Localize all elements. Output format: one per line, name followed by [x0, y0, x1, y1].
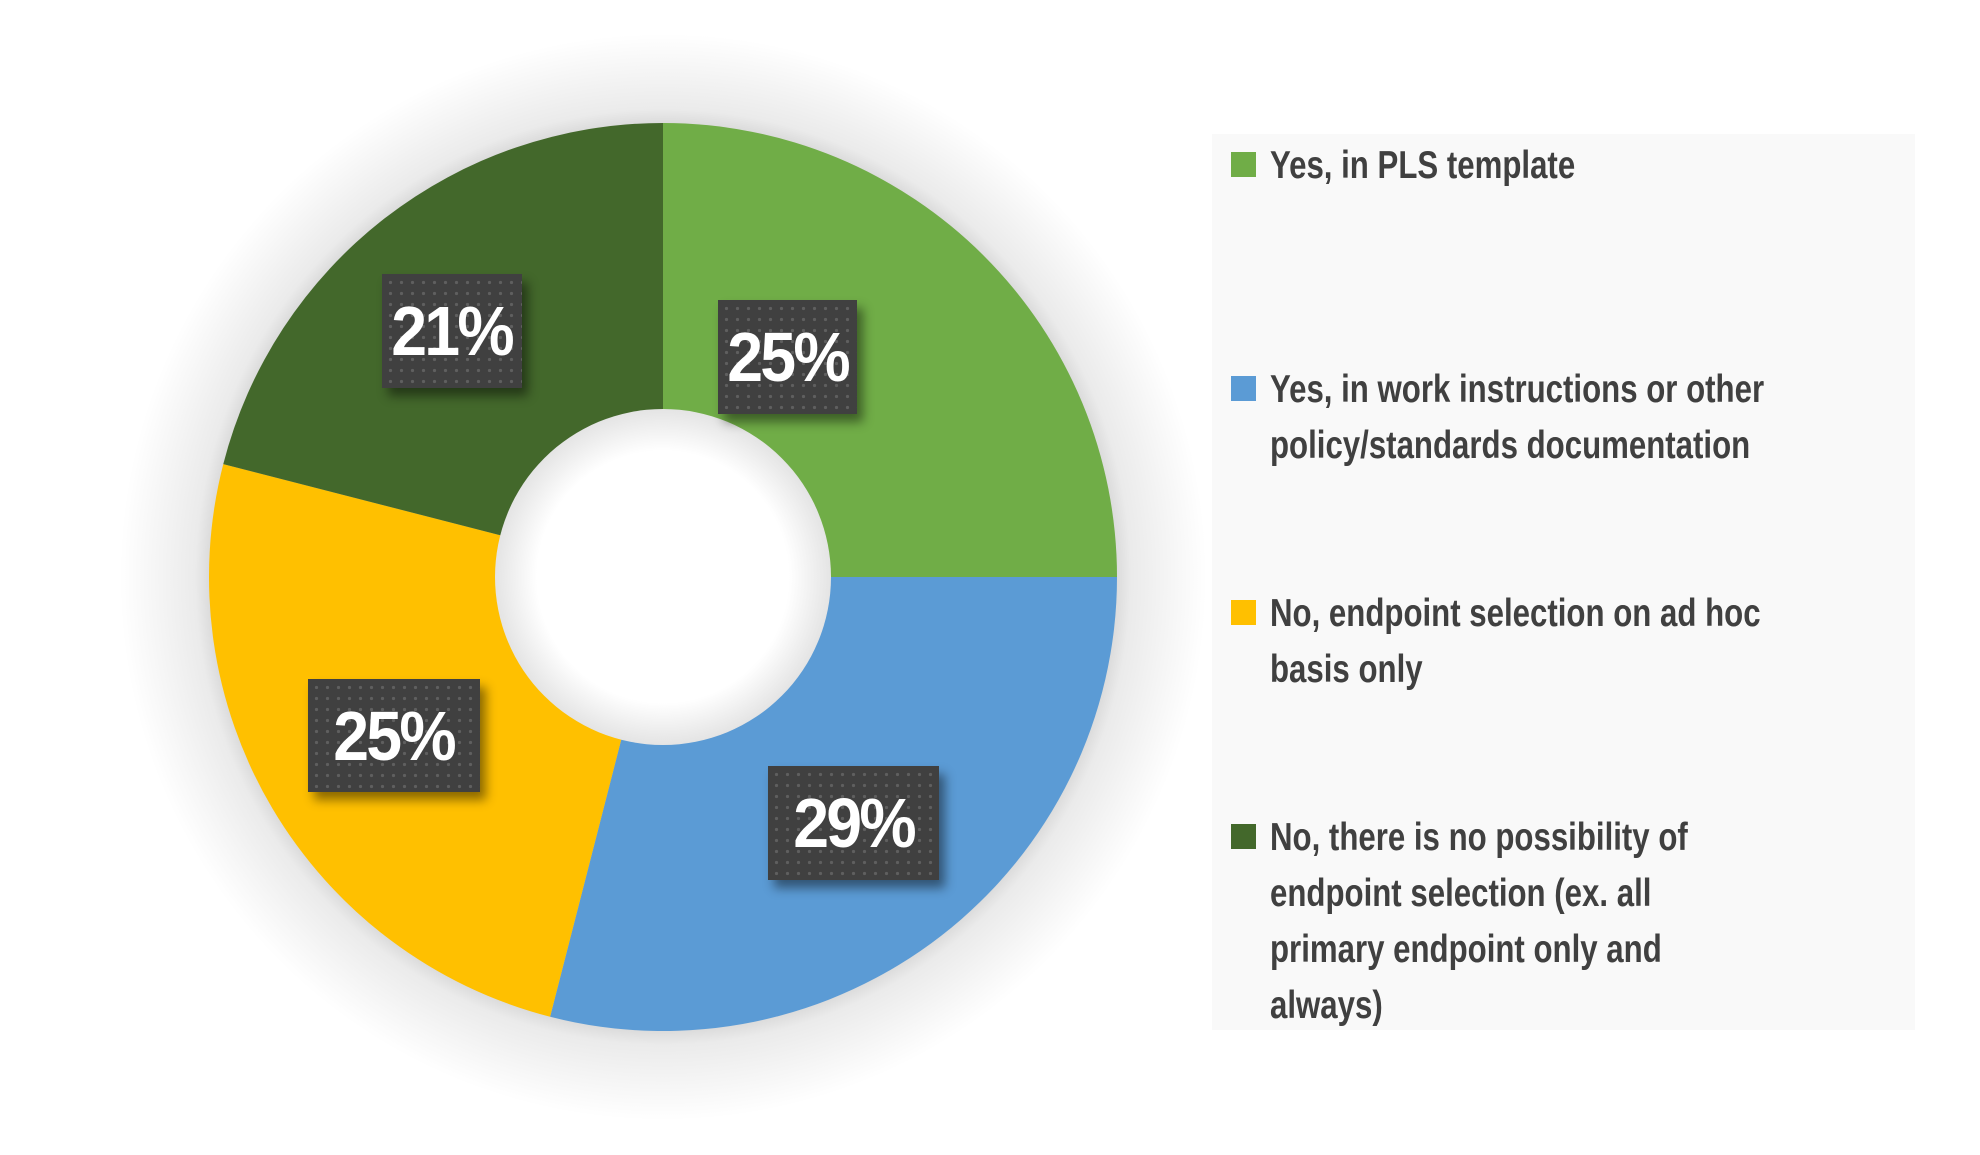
data-label-no-possibility: 21%: [382, 274, 522, 388]
legend-label-line: No, endpoint selection on ad hoc: [1270, 592, 1761, 635]
legend-label-line: policy/standards documentation: [1270, 424, 1751, 467]
legend-label-line: No, there is no possibility of: [1270, 816, 1688, 859]
legend-swatch-icon: [1231, 152, 1256, 177]
legend-label-line: Yes, in PLS template: [1270, 144, 1576, 187]
legend-label-line: primary endpoint only and: [1270, 928, 1662, 971]
data-label-no-ad-hoc: 25%: [308, 679, 480, 792]
legend-label: No, endpoint selection on ad hoc basis o…: [1270, 586, 1761, 698]
data-label-text: 29%: [793, 784, 916, 862]
chart-legend: Yes, in PLS template Yes, in work instru…: [1212, 134, 1915, 1030]
legend-swatch-icon: [1231, 824, 1256, 849]
legend-label: No, there is no possibility of endpoint …: [1270, 810, 1688, 1034]
donut-hole: [495, 409, 831, 745]
legend-label: Yes, in PLS template: [1270, 138, 1575, 194]
data-label-yes-work-instructions: 29%: [768, 766, 939, 880]
legend-label-line: endpoint selection (ex. all: [1270, 872, 1652, 915]
data-label-text: 25%: [727, 318, 850, 396]
legend-swatch-icon: [1231, 600, 1256, 625]
legend-label: Yes, in work instructions or other polic…: [1270, 362, 1764, 474]
data-label-yes-pls-template: 25%: [718, 300, 857, 414]
legend-label-line: always): [1270, 984, 1383, 1027]
legend-label-line: basis only: [1270, 648, 1423, 691]
legend-swatch-icon: [1231, 376, 1256, 401]
legend-label-line: Yes, in work instructions or other: [1270, 368, 1765, 411]
data-label-text: 21%: [391, 292, 515, 370]
data-label-text: 25%: [333, 696, 457, 775]
